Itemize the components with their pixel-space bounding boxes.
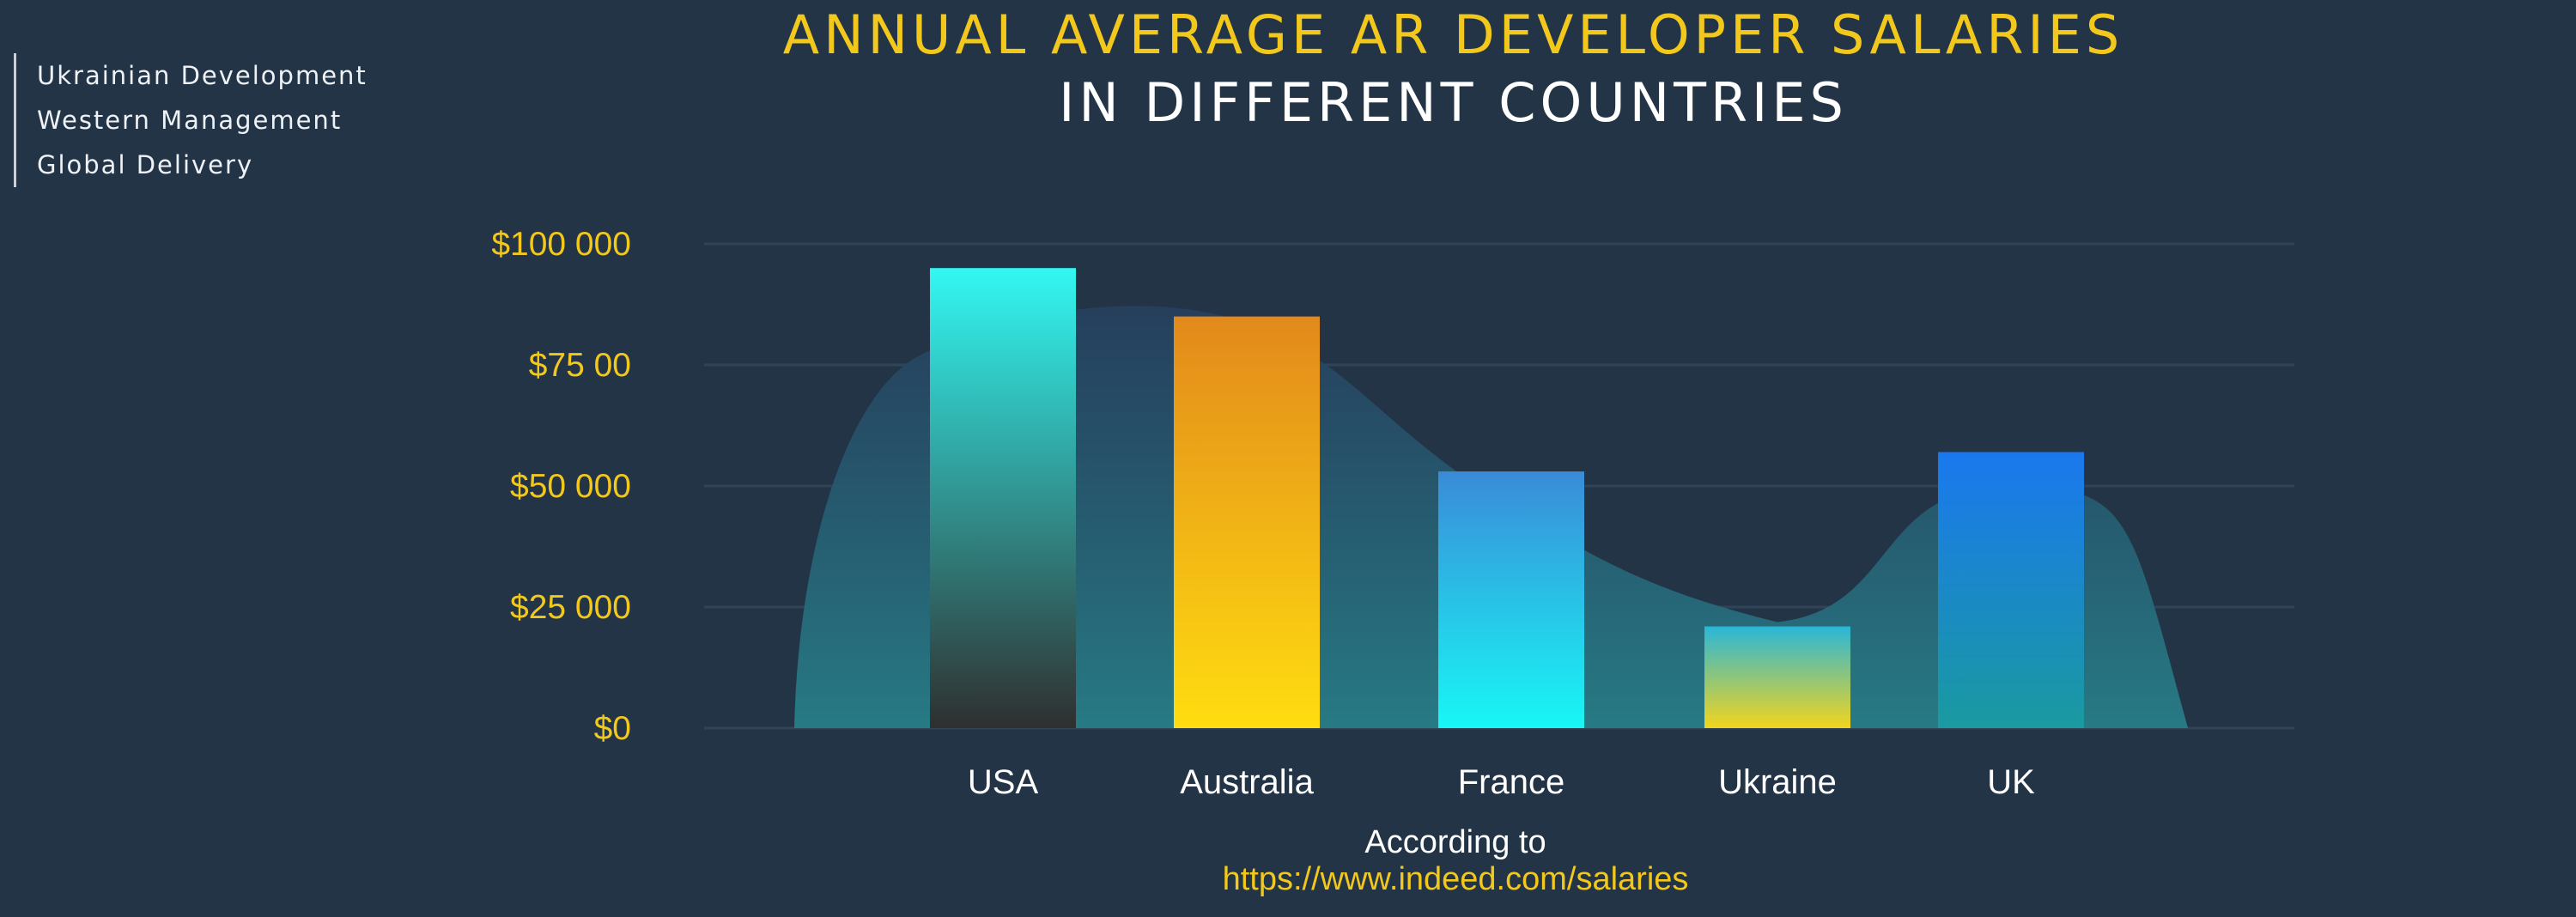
chart-subtitle: IN DIFFERENT COUNTRIES [1059, 71, 1848, 134]
source-link[interactable]: https://www.indeed.com/salaries [1222, 861, 1689, 897]
y-tick-label: $75 00 [529, 347, 631, 384]
bar-ukraine [1704, 626, 1850, 728]
y-tick-label: $100 000 [491, 226, 631, 263]
x-tick-label: USA [968, 763, 1039, 801]
source-label: According to [1364, 824, 1546, 860]
bar-australia [1174, 316, 1320, 728]
x-tick-label: France [1458, 763, 1565, 801]
y-tick-label: $50 000 [510, 468, 631, 505]
chart-title: ANNUAL AVERAGE AR DEVELOPER SALARIES [782, 3, 2124, 66]
x-tick-label: UK [1987, 763, 2035, 801]
bar-uk [1938, 452, 2084, 728]
brand-line-1: Ukrainian Development [37, 61, 368, 90]
brand-line-2: Western Management [37, 106, 343, 135]
y-tick-label: $25 000 [510, 589, 631, 626]
y-tick-label: $0 [594, 710, 631, 747]
bar-usa [930, 268, 1076, 728]
x-tick-label: Ukraine [1718, 763, 1837, 801]
brand-line-3: Global Delivery [37, 150, 254, 179]
x-tick-label: Australia [1180, 763, 1314, 801]
brand-tagline: Ukrainian Development Western Management… [14, 53, 368, 187]
bar-france [1438, 471, 1584, 728]
